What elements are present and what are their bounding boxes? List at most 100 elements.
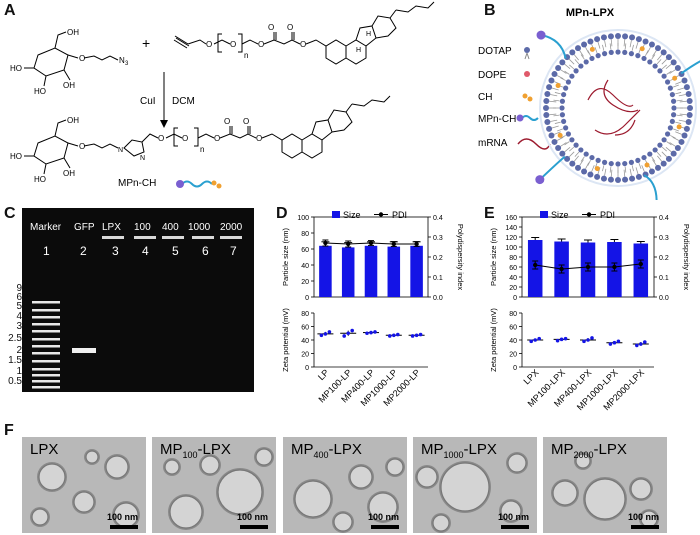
scale-bar — [371, 525, 399, 529]
pdi-point — [585, 264, 591, 270]
pdi-tick-label: 0.2 — [659, 255, 669, 262]
atom-h-2: H — [366, 31, 371, 38]
dotap-icon — [524, 47, 530, 53]
size-tick-label: 40 — [509, 275, 517, 282]
zeta-tick-label: 20 — [509, 352, 517, 359]
scale-bar — [240, 525, 268, 529]
product-label: MPn-CH — [118, 178, 156, 189]
vesicle-particle — [73, 491, 95, 513]
tem-image: LPX 100 nm — [22, 437, 146, 533]
scale-bar-label: 100 nm — [236, 512, 268, 522]
marker-size-label: 2 — [16, 345, 22, 356]
tem-label: LPX — [30, 441, 59, 458]
schematic-title: MPn-LPX — [566, 7, 615, 19]
lane-number-2: 2 — [80, 244, 87, 258]
zeta-point — [529, 339, 533, 344]
atom-o-11: O — [214, 134, 220, 143]
legend-pdi-marker — [586, 212, 592, 217]
atom-o-6: O — [268, 23, 274, 32]
atom-n-sub-2: n — [200, 145, 204, 154]
tem-label: MP100-LPX — [160, 441, 231, 460]
zeta-point — [346, 331, 350, 336]
dope-icon — [524, 71, 530, 77]
atom-o-7: O — [287, 23, 293, 32]
panel-label-f: F — [4, 422, 14, 439]
zeta-point — [612, 340, 617, 345]
zeta-tick-label: 60 — [509, 325, 517, 332]
atom-ho-4: HO — [34, 175, 46, 184]
atom-o-5: O — [300, 40, 306, 49]
size-bar — [364, 245, 378, 297]
pdi-point — [414, 241, 419, 247]
pdi-tick-label: 0.1 — [433, 275, 443, 282]
zeta-point — [559, 337, 564, 342]
vesicle-particle — [507, 453, 527, 473]
vesicle-particle — [85, 450, 99, 464]
gfp-band — [72, 348, 96, 353]
reaction-scheme: OH HO HO OH O N 3 + O O O O n O O H H Cu… — [10, 1, 435, 189]
size-bar — [319, 245, 332, 297]
atom-ho-3: HO — [10, 152, 22, 161]
zeta-point — [392, 333, 396, 338]
tem-image: MP400-LPX 100 nm — [283, 437, 407, 533]
scale-bar — [110, 525, 138, 529]
legend-pdi-marker — [378, 212, 384, 217]
marker-size-label: 9 — [16, 283, 22, 294]
zeta-point — [563, 336, 568, 341]
size-tick-label: 80 — [509, 255, 517, 262]
zeta-point — [323, 332, 328, 336]
legend-dope: DOPE — [478, 70, 507, 81]
scale-bar — [501, 525, 529, 529]
scale-bar-label: 100 nm — [497, 512, 529, 522]
size-bar — [410, 245, 423, 297]
size-tick-label: 120 — [505, 235, 517, 242]
vesicle-particle — [584, 478, 626, 520]
zeta-tick-label: 40 — [301, 338, 309, 345]
scale-bar-label: 100 nm — [627, 512, 659, 522]
atom-n-1: N — [118, 147, 123, 154]
mpn-lpx-schematic: MPn-LPX DOTAP DOPE CH MPn-CH mRNA — [478, 7, 700, 200]
zeta-point — [388, 334, 392, 338]
zeta-point — [635, 343, 639, 348]
zeta-point — [327, 330, 332, 334]
zeta-point — [590, 336, 594, 340]
reaction-plus: + — [142, 35, 150, 51]
lane-number-5: 5 — [172, 244, 179, 258]
zeta-point — [373, 330, 377, 334]
vesicle-particle — [386, 458, 404, 476]
category-label: LPX — [522, 367, 541, 386]
zeta-point — [537, 336, 541, 341]
legend-mrna: mRNA — [478, 138, 508, 149]
vesicle-particle — [38, 463, 66, 491]
vesicle-particle — [416, 466, 438, 488]
marker-size-label: 2.5 — [8, 333, 22, 344]
vesicle-particle — [432, 514, 450, 532]
pdi-point — [391, 241, 396, 247]
chart-panel-d: 0 20 40 60 80 100 0.0 0.1 0.2 0.3 0.4 Size PDI Partic… — [281, 210, 465, 408]
pdi-axis-title: Polydispersity index — [456, 224, 465, 291]
mrna-icon — [517, 138, 551, 150]
pdi-tick-label: 0.3 — [433, 235, 443, 242]
vesicle-particle — [217, 469, 263, 515]
atom-o-12: O — [256, 134, 262, 143]
lane-header-1000: 1000 — [188, 222, 211, 233]
tem-label: MP400-LPX — [291, 441, 362, 460]
zeta-point — [643, 340, 647, 344]
legend-pdi-label: PDI — [392, 210, 407, 220]
atom-o-4: O — [258, 40, 264, 49]
legend-mpnch: MPn-CH — [478, 114, 516, 125]
legend-pdi-label: PDI — [600, 210, 615, 220]
pdi-axis-title: Polydispersity index — [682, 224, 691, 291]
zeta-point — [586, 338, 590, 342]
vesicle-particle — [164, 459, 180, 475]
marker-size-label: 4 — [16, 311, 22, 322]
atom-o-1: O — [79, 54, 85, 63]
atom-oh-1: OH — [67, 28, 79, 37]
legend-size-swatch — [332, 211, 340, 218]
size-bar — [341, 247, 355, 297]
size-tick-label: 100 — [297, 215, 309, 222]
lane-header-2000: 2000 — [220, 222, 243, 233]
zeta-point — [555, 338, 560, 343]
pdi-tick-label: 0.4 — [659, 215, 669, 222]
lane-header-400: 400 — [162, 222, 179, 233]
